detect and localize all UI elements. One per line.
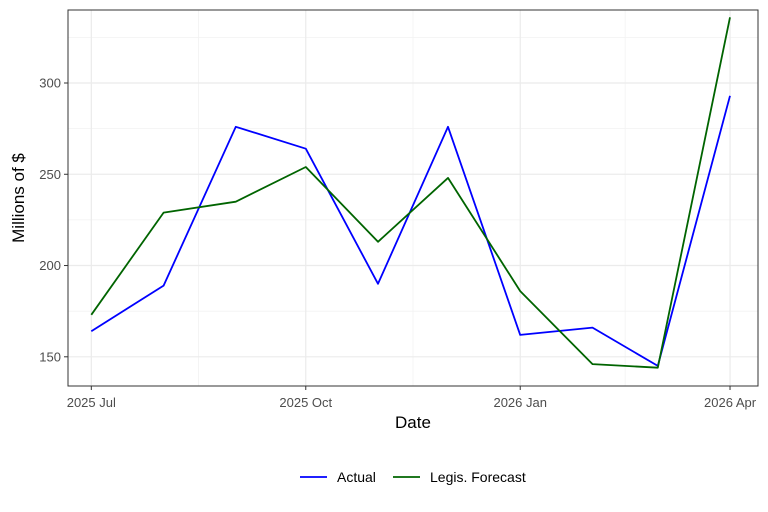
axes: 150 200 250 300 2025 Jul 2025 Oct 2026 Jan 2026… bbox=[39, 76, 756, 410]
legend-label-legis-forecast: Legis. Forecast bbox=[430, 469, 526, 485]
x-axis-title: Date bbox=[395, 413, 431, 432]
series-line-legis-forecast bbox=[90, 17, 731, 369]
y-tick-label: 300 bbox=[39, 76, 61, 91]
y-tick-label: 250 bbox=[39, 167, 61, 182]
y-tick-label: 150 bbox=[39, 349, 61, 364]
x-tick-label: 2026 Apr bbox=[704, 395, 757, 410]
y-axis-title: Millions of $ bbox=[9, 153, 28, 243]
series-lines bbox=[90, 17, 731, 369]
y-tick-label: 200 bbox=[39, 258, 61, 273]
x-tick-label: 2025 Jul bbox=[67, 395, 116, 410]
legend: Actual Legis. Forecast bbox=[300, 469, 526, 485]
plot-panel-border bbox=[67, 9, 759, 387]
series-line-actual bbox=[90, 95, 731, 367]
grid-lines bbox=[68, 10, 758, 386]
legend-label-actual: Actual bbox=[337, 469, 376, 485]
x-tick-label: 2025 Oct bbox=[279, 395, 332, 410]
x-tick-label: 2026 Jan bbox=[493, 395, 547, 410]
